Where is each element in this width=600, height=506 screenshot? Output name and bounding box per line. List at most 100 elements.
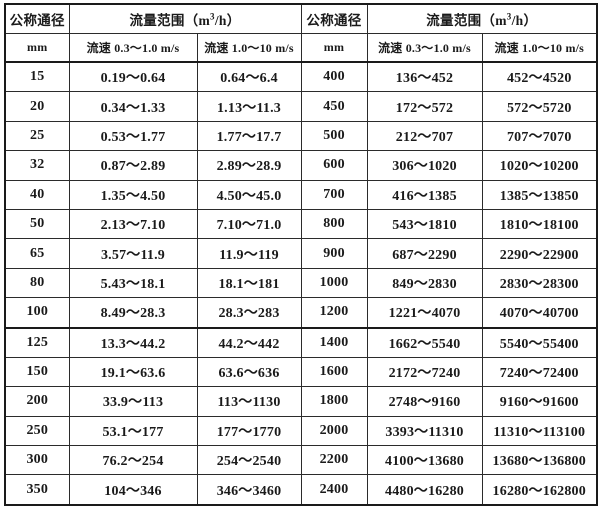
cell-flow-high-right: 707～7070 [481, 120, 598, 152]
cell-flow-low-left: 19.1～63.6 [68, 356, 198, 388]
cell-flow-high-right: 452～4520 [481, 61, 598, 93]
cell-nominal-diameter-right: 800 [300, 208, 368, 240]
cell-flow-high-left: 0.64～6.4 [196, 61, 302, 93]
cell-flow-high-left: 177～1770 [196, 415, 302, 447]
cell-flow-high-right: 2830～28300 [481, 267, 598, 299]
cell-flow-low-right: 172～572 [366, 91, 483, 122]
cell-nominal-diameter-left: 40 [4, 179, 70, 210]
cell-flow-low-right: 212～707 [366, 120, 483, 152]
cell-flow-high-right: 5540～55400 [481, 326, 598, 358]
header-unit-mm-left: mm [4, 33, 70, 63]
cell-flow-low-right: 3393～11310 [366, 415, 483, 447]
cell-nominal-diameter-right: 400 [300, 61, 368, 93]
cell-flow-high-right: 16280～162800 [481, 474, 598, 506]
cell-flow-high-left: 1.77～17.7 [196, 120, 302, 152]
cell-nominal-diameter-right: 2400 [300, 474, 368, 506]
cell-nominal-diameter-left: 350 [4, 474, 70, 506]
cell-flow-low-left: 2.13～7.10 [68, 208, 198, 240]
cell-flow-low-right: 136～452 [366, 61, 483, 93]
table-row: 150 19.1～63.6 63.6～636 1600 2172～7240 7240～72… [4, 356, 598, 388]
cell-nominal-diameter-right: 450 [300, 91, 368, 122]
table-row: 80 5.43～18.1 18.1～181 1000 849～2830 2830～2830… [4, 267, 598, 299]
flow-range-label-left-suffix: /h） [214, 13, 241, 28]
cell-flow-high-right: 13680～136800 [481, 445, 598, 476]
cell-nominal-diameter-right: 2000 [300, 415, 368, 447]
flow-rate-table-container: 公称通径 流量范围（m3/h） 公称通径 流量范围（m3/h） mm 流速 0.… [4, 3, 598, 506]
table-row: 40 1.35～4.50 4.50～45.0 700 416～1385 1385～1385… [4, 179, 598, 210]
cell-flow-low-right: 306～1020 [366, 150, 483, 181]
table-body: 15 0.19～0.64 0.64～6.4 400 136～452 452～4520 20 0… [4, 61, 598, 506]
cell-nominal-diameter-right: 1800 [300, 386, 368, 417]
table-row: 300 76.2～254 254～2540 2200 4100～13680 13680～1… [4, 445, 598, 476]
cell-nominal-diameter-left: 25 [4, 120, 70, 152]
header-velocity-high-left: 流速 1.0～10 m/s [196, 33, 302, 63]
table-row: 350 104～346 346～3460 2400 4480～16280 16280～16… [4, 474, 598, 506]
cell-flow-low-right: 687～2290 [366, 238, 483, 269]
cell-flow-low-left: 33.9～113 [68, 386, 198, 417]
cell-flow-high-left: 4.50～45.0 [196, 179, 302, 210]
cell-flow-low-left: 0.53～1.77 [68, 120, 198, 152]
cell-flow-high-right: 572～5720 [481, 91, 598, 122]
cell-flow-low-right: 2172～7240 [366, 356, 483, 388]
cell-flow-high-left: 113～1130 [196, 386, 302, 417]
cell-flow-high-left: 346～3460 [196, 474, 302, 506]
cell-flow-low-left: 0.87～2.89 [68, 150, 198, 181]
cell-flow-high-right: 1385～13850 [481, 179, 598, 210]
table-row: 20 0.34～1.33 1.13～11.3 450 172～572 572～5720 [4, 91, 598, 122]
table-row: 32 0.87～2.89 2.89～28.9 600 306～1020 1020～1020… [4, 150, 598, 181]
cell-flow-high-right: 2290～22900 [481, 238, 598, 269]
header-row-sub: mm 流速 0.3～1.0 m/s 流速 1.0～10 m/s mm 流速 0.… [4, 33, 598, 63]
header-flow-range-right: 流量范围（m3/h） [366, 3, 598, 34]
flow-range-label-right-suffix: /h） [511, 13, 538, 28]
cell-nominal-diameter-left: 32 [4, 150, 70, 181]
table-row: 25 0.53～1.77 1.77～17.7 500 212～707 707～7070 [4, 120, 598, 152]
cell-flow-low-left: 53.1～177 [68, 415, 198, 447]
cell-flow-low-right: 1662～5540 [366, 326, 483, 358]
cell-nominal-diameter-left: 150 [4, 356, 70, 388]
header-velocity-low-right: 流速 0.3～1.0 m/s [366, 33, 483, 63]
table-row: 250 53.1～177 177～1770 2000 3393～11310 11310～1… [4, 415, 598, 447]
table-row: 65 3.57～11.9 11.9～119 900 687～2290 2290～22900 [4, 238, 598, 269]
cell-flow-high-right: 7240～72400 [481, 356, 598, 388]
cell-nominal-diameter-right: 900 [300, 238, 368, 269]
cell-flow-high-left: 2.89～28.9 [196, 150, 302, 181]
cell-flow-high-right: 11310～113100 [481, 415, 598, 447]
flow-rate-table: 公称通径 流量范围（m3/h） 公称通径 流量范围（m3/h） mm 流速 0.… [4, 3, 598, 506]
flow-range-label-left-prefix: 流量范围（m [129, 13, 211, 28]
cell-flow-high-left: 28.3～283 [196, 297, 302, 329]
cell-flow-low-left: 0.19～0.64 [68, 61, 198, 93]
cell-flow-low-right: 1221～4070 [366, 297, 483, 329]
cell-nominal-diameter-right: 2200 [300, 445, 368, 476]
cell-nominal-diameter-right: 1600 [300, 356, 368, 388]
cell-nominal-diameter-right: 500 [300, 120, 368, 152]
cell-flow-high-right: 1020～10200 [481, 150, 598, 181]
cell-flow-low-right: 4100～13680 [366, 445, 483, 476]
header-row-top: 公称通径 流量范围（m3/h） 公称通径 流量范围（m3/h） [4, 3, 598, 34]
cell-flow-low-left: 8.49～28.3 [68, 297, 198, 329]
cell-nominal-diameter-left: 50 [4, 208, 70, 240]
table-row: 200 33.9～113 113～1130 1800 2748～9160 9160～916… [4, 386, 598, 417]
flow-range-superscript-left: 3 [210, 11, 215, 22]
header-velocity-low-left: 流速 0.3～1.0 m/s [68, 33, 198, 63]
cell-nominal-diameter-left: 20 [4, 91, 70, 122]
cell-flow-high-left: 254～2540 [196, 445, 302, 476]
cell-flow-high-right: 9160～91600 [481, 386, 598, 417]
cell-flow-high-right: 4070～40700 [481, 297, 598, 329]
cell-nominal-diameter-left: 80 [4, 267, 70, 299]
cell-flow-low-right: 849～2830 [366, 267, 483, 299]
cell-flow-low-right: 543～1810 [366, 208, 483, 240]
table-row: 50 2.13～7.10 7.10～71.0 800 543～1810 1810～1810… [4, 208, 598, 240]
cell-nominal-diameter-right: 700 [300, 179, 368, 210]
cell-nominal-diameter-left: 125 [4, 326, 70, 358]
cell-nominal-diameter-right: 600 [300, 150, 368, 181]
flow-range-superscript-right: 3 [506, 11, 512, 22]
cell-flow-low-right: 2748～9160 [366, 386, 483, 417]
table-row: 15 0.19～0.64 0.64～6.4 400 136～452 452～4520 [4, 61, 598, 93]
cell-flow-low-right: 416～1385 [366, 179, 483, 210]
header-velocity-high-right: 流速 1.0～10 m/s [481, 33, 598, 63]
table-row: 100 8.49～28.3 28.3～283 1200 1221～4070 4070～40… [4, 297, 598, 329]
cell-nominal-diameter-left: 200 [4, 386, 70, 417]
cell-flow-low-left: 1.35～4.50 [68, 179, 198, 210]
cell-flow-high-left: 7.10～71.0 [196, 208, 302, 240]
cell-nominal-diameter-right: 1200 [300, 297, 368, 329]
